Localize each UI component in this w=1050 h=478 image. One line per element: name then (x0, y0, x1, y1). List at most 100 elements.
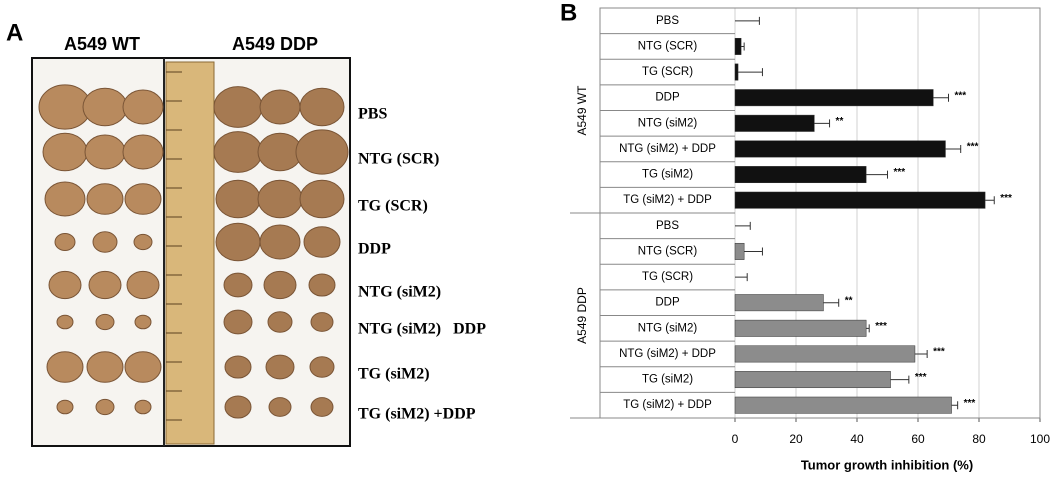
x-tick-label: 0 (732, 432, 739, 446)
row-label: DDP (358, 241, 391, 258)
tumor (86, 351, 124, 383)
category-label: DDP (655, 92, 680, 104)
significance-label: *** (915, 372, 927, 383)
tumor (215, 222, 261, 262)
column-title: A549 DDP (232, 34, 318, 54)
tumor (213, 86, 263, 128)
column-title: A549 WT (64, 34, 140, 54)
error-bar (735, 273, 748, 282)
row-label: NTG (SCR) (358, 151, 439, 168)
category-label: NTG (siM2) (638, 322, 698, 334)
tumor (223, 309, 253, 335)
error-bar (741, 42, 745, 51)
bar (734, 114, 815, 132)
category-label: NTG (siM2) (638, 117, 698, 129)
tumor (267, 311, 293, 333)
x-tick-label: 60 (911, 432, 925, 446)
x-tick-label: 80 (972, 432, 986, 446)
error-bar (738, 68, 763, 77)
error-bar (945, 144, 962, 153)
tumor (224, 395, 252, 419)
category-label: TG (siM2) (642, 169, 693, 181)
error-bar (735, 16, 760, 25)
tumor (124, 183, 162, 215)
group-label: A549 DDP (575, 287, 589, 344)
tumor (134, 399, 152, 415)
significance-label: *** (875, 321, 887, 332)
bar (734, 140, 946, 158)
bar (734, 396, 952, 414)
error-bar (951, 401, 959, 410)
tumor (299, 179, 345, 219)
significance-label: *** (933, 347, 945, 358)
bar (734, 345, 916, 363)
tumor (124, 351, 162, 383)
panel-label: A (6, 19, 23, 46)
tumor (84, 134, 126, 170)
tumor (122, 89, 164, 125)
row-label: TG (SCR) (358, 198, 428, 215)
tumor (215, 179, 261, 219)
bar (734, 294, 824, 312)
tumor (92, 231, 118, 253)
tumor (224, 355, 252, 379)
category-label: NTG (siM2) + DDP (619, 143, 716, 155)
tumor (308, 273, 336, 297)
tumor-photo: PBS NTG (SCR) TG (SCR) DDP NTG (siM2) NTG (si… (38, 71, 486, 423)
tumor (259, 224, 301, 260)
tumor (56, 399, 74, 415)
bar (734, 191, 986, 209)
bar (734, 89, 934, 107)
category-label: TG (SCR) (642, 66, 693, 78)
tumor (213, 131, 263, 173)
error-bar (823, 298, 840, 307)
ruler (165, 61, 215, 445)
category-label: PBS (656, 220, 679, 232)
significance-label: ** (836, 116, 844, 127)
bar (734, 371, 891, 389)
bar (734, 37, 742, 55)
tumor (95, 398, 115, 416)
significance-label: *** (967, 142, 979, 153)
bar-chart: 0 20 40 60 80 100 A549 WT PBS NTG (SCR) TG (SCR) D… (570, 7, 1050, 446)
error-bar (985, 196, 995, 205)
error-bar (866, 170, 888, 179)
error-bar (890, 375, 910, 384)
category-label: NTG (SCR) (638, 40, 698, 52)
tumor (122, 134, 164, 170)
error-bar (814, 119, 831, 128)
significance-label: *** (894, 167, 906, 178)
bar (734, 166, 867, 184)
tumor (295, 129, 349, 175)
tumor (95, 313, 115, 331)
tumor (257, 179, 303, 219)
significance-label: *** (955, 90, 967, 101)
significance-label: ** (845, 295, 853, 306)
row-label: NTG (siM2) (358, 284, 441, 301)
category-label: TG (siM2) (642, 374, 693, 386)
category-label: DDP (655, 297, 680, 309)
error-bar (914, 349, 928, 358)
tumor (56, 314, 74, 330)
tumor (44, 181, 86, 217)
row-label: NTG (siM2) DDP (358, 321, 486, 338)
tumor (82, 87, 128, 127)
tumor (259, 89, 301, 125)
significance-label: *** (964, 398, 976, 409)
x-tick-label: 100 (1030, 432, 1050, 446)
category-label: PBS (656, 15, 679, 27)
bar (734, 63, 739, 81)
tumor (134, 314, 152, 330)
tumor (126, 270, 160, 300)
error-bar (866, 324, 870, 333)
category-label: TG (siM2) + DDP (623, 194, 712, 206)
x-tick-label: 20 (789, 432, 803, 446)
group-label: A549 WT (575, 85, 589, 136)
category-label: TG (siM2) + DDP (623, 399, 712, 411)
x-tick-label: 40 (850, 432, 864, 446)
panel-label: B (560, 0, 577, 26)
tumor (223, 272, 253, 298)
x-axis-label: Tumor growth inhibition (%) (801, 457, 973, 472)
category-label: NTG (SCR) (638, 245, 698, 257)
